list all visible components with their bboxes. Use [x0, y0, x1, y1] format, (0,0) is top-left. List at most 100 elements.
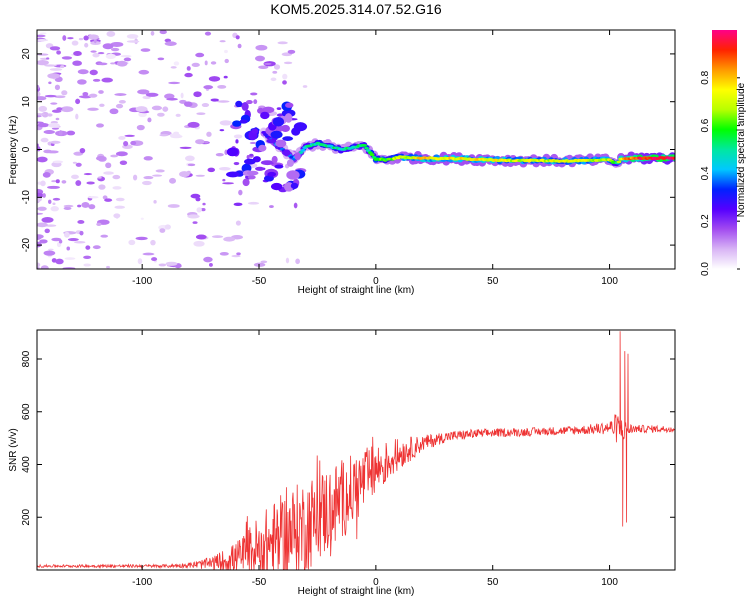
- spectrogram-noise-blob: [74, 241, 86, 244]
- spectrogram-noise-blob: [135, 236, 148, 241]
- spectrogram-noise-blob: [219, 40, 226, 43]
- spectrogram-noise-blob: [110, 62, 116, 65]
- spectrogram-noise-blob: [167, 204, 180, 208]
- spectrogram-noise-blob: [235, 139, 239, 144]
- y-tick-label: 600: [21, 403, 32, 420]
- spectrogram-noise-blob: [71, 174, 79, 180]
- snr-frame: [36, 329, 676, 571]
- spectrogram-feature-blob: [260, 111, 270, 120]
- y-tick-label: 20: [21, 48, 32, 60]
- spectrogram-noise-blob: [166, 97, 178, 101]
- colorbar-tick-label: 0.2: [700, 214, 711, 228]
- spectrogram-feature-blob: [232, 120, 242, 127]
- colorbar-tick-label: 0.0: [700, 262, 711, 276]
- spectrogram-noise-blob: [77, 79, 87, 85]
- spectrogram-feature-blob: [226, 171, 240, 178]
- spectrogram-feature-blob: [294, 152, 301, 161]
- spectrogram-noise-blob: [217, 84, 227, 89]
- spectrogram-noise-blob: [105, 53, 116, 59]
- spectrogram-noise-blob: [206, 131, 212, 137]
- spectrogram-noise-blob: [142, 180, 152, 186]
- spectrogram-feature-blob: [286, 159, 294, 167]
- spectrogram-noise-blob: [50, 140, 61, 144]
- spectrogram-noise-blob: [54, 95, 66, 99]
- spectrogram-noise-blob: [260, 260, 268, 264]
- spectrogram-noise-blob: [145, 92, 159, 97]
- spectrogram-feature-blob: [247, 175, 256, 180]
- spectrogram-noise-blob: [60, 65, 65, 69]
- spectrogram-noise-blob: [79, 147, 86, 154]
- spectrogram-noise-blob: [60, 106, 74, 113]
- spectrogram-noise-blob: [169, 133, 181, 138]
- spectrogram-noise-blob: [61, 180, 67, 184]
- spectrogram-noise-blob: [115, 103, 124, 109]
- spectrogram-noise-blob: [41, 217, 54, 223]
- x-tick-label: 0: [373, 276, 379, 287]
- spectrogram-noise-blob: [224, 49, 228, 54]
- x-tick-label: 100: [601, 276, 618, 287]
- spectrogram-feature-blob: [258, 144, 267, 152]
- spectrogram-noise-blob: [114, 93, 127, 96]
- spectrogram-noise-blob: [39, 239, 48, 244]
- spectrogram-noise-blob: [285, 257, 290, 264]
- spectrogram-noise-blob: [37, 156, 48, 163]
- spectrogram-noise-blob: [235, 220, 241, 226]
- spectrogram-noise-blob: [203, 85, 214, 90]
- colorbar-gradient: [712, 30, 737, 269]
- spectrogram-noise-blob: [118, 136, 126, 140]
- spectrogram-ridge-core: [371, 155, 377, 159]
- spectrogram-noise-blob: [75, 98, 81, 105]
- spectrogram-noise-blob: [202, 202, 206, 206]
- spectrogram-noise-blob: [86, 181, 95, 185]
- spectrogram-noise-blob: [219, 251, 229, 256]
- spectrogram-noise-blob: [187, 214, 200, 219]
- spectrogram-feature-blob: [293, 122, 308, 132]
- spectrogram-ridge-core: [364, 146, 369, 150]
- spectrogram-noise-blob: [138, 69, 150, 75]
- spectrogram-noise-blob: [101, 77, 113, 83]
- spectrogram-noise-blob: [37, 222, 48, 228]
- spectrogram-noise-blob: [283, 61, 293, 65]
- snr-x-ticks: -100 -50 0 50 100: [132, 330, 618, 588]
- spectrogram-noise-blob: [196, 207, 202, 213]
- spectrogram-noise-blob: [55, 117, 60, 121]
- spectrogram-noise-blob: [37, 60, 49, 66]
- spectrogram-noise-blob: [162, 106, 169, 112]
- spectrogram-noise-blob: [187, 163, 196, 167]
- spectrogram-noise-blob: [88, 34, 99, 40]
- spectrogram-noise-blob: [85, 245, 91, 250]
- spectrogram-noise-blob: [54, 84, 61, 91]
- spectrogram-noise-blob: [193, 240, 205, 247]
- spectrogram-noise-blob: [97, 62, 108, 66]
- spectrogram-noise-blob: [37, 96, 47, 101]
- spectrogram-noise-blob: [79, 230, 84, 236]
- spectrogram-noise-blob: [112, 174, 121, 180]
- spectrogram-noise-blob: [123, 57, 132, 62]
- y-tick-label: -20: [21, 237, 32, 252]
- spectrogram-feature-blob: [241, 102, 249, 111]
- spectrogram-noise-blob: [55, 258, 64, 265]
- spectrogram-noise-blob: [63, 204, 74, 208]
- spectrogram-noise-blob: [52, 202, 56, 206]
- spectrogram-noise-blob: [249, 141, 257, 145]
- spectrogram-noise-blob: [143, 156, 153, 161]
- spectrogram-ridge-core: [263, 133, 268, 136]
- y-tick-label: 800: [21, 350, 32, 367]
- spectrogram-noise-blob: [137, 258, 143, 265]
- spectrogram-noise-blob: [153, 200, 157, 204]
- spectrogram-noise-blob: [164, 41, 177, 46]
- spectrogram-noise-blob: [37, 84, 40, 90]
- spectrogram-noise-blob: [175, 113, 181, 117]
- spectrogram-noise-blob: [168, 81, 181, 85]
- spectrogram-noise-blob: [247, 201, 260, 205]
- spectrogram-noise-blob: [47, 113, 53, 117]
- spectrogram-noise-blob: [237, 43, 242, 49]
- spectrogram-noise-blob: [191, 62, 200, 68]
- spectrogram-noise-blob: [106, 265, 111, 269]
- spectrogram-noise-blob: [137, 89, 150, 95]
- spectrogram-noise-blob: [277, 41, 288, 45]
- snr-y-label: SNR (v/v): [8, 428, 19, 471]
- spectrogram-ridge-core: [300, 148, 306, 152]
- spectrogram-noise-blob: [78, 37, 84, 41]
